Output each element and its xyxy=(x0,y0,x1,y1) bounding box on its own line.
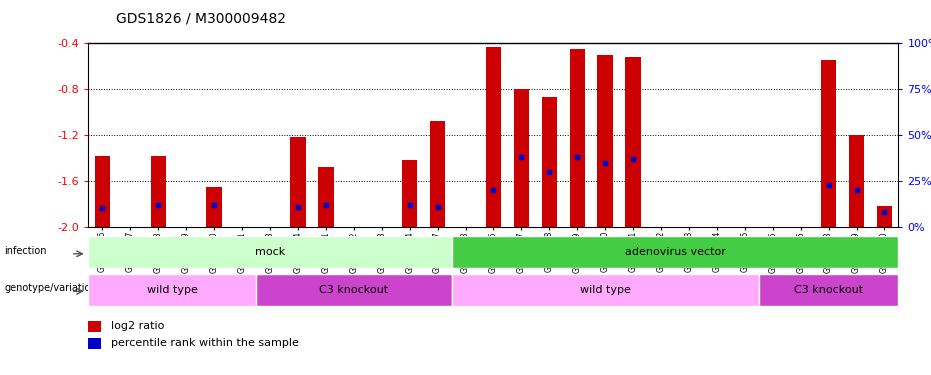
Text: infection: infection xyxy=(5,246,47,256)
Point xyxy=(151,202,166,208)
Bar xyxy=(821,60,836,227)
Bar xyxy=(402,160,417,227)
Text: wild type: wild type xyxy=(147,285,197,295)
Bar xyxy=(759,274,898,306)
Bar xyxy=(452,236,898,268)
Point xyxy=(207,202,222,208)
Bar xyxy=(598,55,613,227)
Bar xyxy=(430,121,445,227)
Point xyxy=(598,160,613,166)
Bar xyxy=(88,321,101,332)
Bar xyxy=(256,274,452,306)
Bar xyxy=(542,97,557,227)
Bar xyxy=(95,156,110,227)
Bar xyxy=(626,57,641,227)
Bar xyxy=(849,135,864,227)
Text: log2 ratio: log2 ratio xyxy=(112,321,165,331)
Text: C3 knockout: C3 knockout xyxy=(319,285,388,295)
Bar xyxy=(877,206,892,227)
Text: C3 knockout: C3 knockout xyxy=(794,285,863,295)
Text: genotype/variation: genotype/variation xyxy=(5,283,97,293)
Bar xyxy=(452,274,759,306)
Point xyxy=(514,154,529,160)
Bar xyxy=(88,236,452,268)
Bar xyxy=(486,46,501,227)
Point xyxy=(626,156,641,162)
Point xyxy=(486,187,501,193)
Text: adenovirus vector: adenovirus vector xyxy=(625,247,725,257)
Text: percentile rank within the sample: percentile rank within the sample xyxy=(112,338,300,348)
Point xyxy=(95,206,110,212)
Point xyxy=(318,202,333,208)
Text: GDS1826 / M300009482: GDS1826 / M300009482 xyxy=(116,11,287,25)
Bar xyxy=(207,187,222,227)
Point xyxy=(290,204,305,210)
Bar xyxy=(290,137,305,227)
Bar xyxy=(514,89,529,227)
Point xyxy=(849,187,864,193)
Bar xyxy=(151,156,166,227)
Point xyxy=(821,182,836,188)
Point xyxy=(402,202,417,208)
Text: wild type: wild type xyxy=(580,285,630,295)
Point xyxy=(570,154,585,160)
Text: mock: mock xyxy=(255,247,285,257)
Point xyxy=(430,204,445,210)
Bar xyxy=(570,49,585,227)
Point xyxy=(542,169,557,175)
Bar xyxy=(88,338,101,349)
Bar xyxy=(88,274,256,306)
Bar xyxy=(318,167,333,227)
Point xyxy=(877,209,892,215)
